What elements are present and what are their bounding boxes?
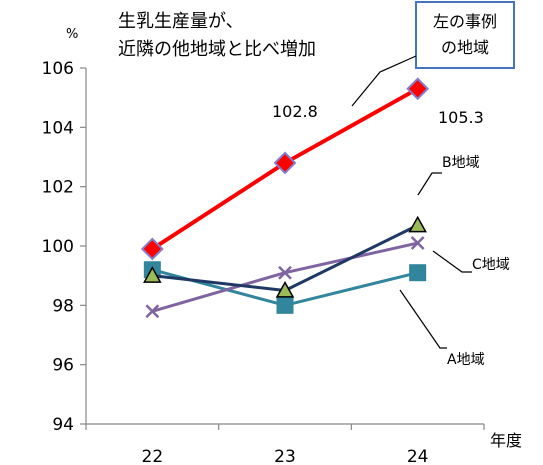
series-label-a: A地域 [447,352,485,368]
x-marker [410,236,425,250]
x-tick-label: 23 [274,447,296,465]
y-tick-label: 102 [42,178,74,198]
x-tick-label: 24 [407,447,429,465]
y-tick-label: 106 [42,59,74,79]
callout-box [415,1,515,69]
data-label-102-8: 102.8 [272,102,318,121]
triangle-marker [408,215,427,233]
callout-line-2: の地域 [441,38,489,57]
series-layer [140,77,430,319]
y-ticks-group: 94 96 98 100 102 104 106 [42,59,86,435]
callout-leader-line [351,55,417,107]
diamond-marker [140,237,164,261]
y-tick-label: 94 [52,415,74,435]
b-label-leader [417,172,442,196]
y-tick-label: 100 [42,237,74,257]
series-label-b: B地域 [442,155,480,171]
y-tick-label: 96 [52,356,74,376]
y-tick-label: 98 [52,296,74,316]
series-3 [145,236,425,319]
series-label-c: C地域 [472,257,510,273]
chart-title-line-1: 生乳生産量が、 [118,11,244,32]
series-line [152,223,419,292]
x-unit-label: 年度 [490,431,522,450]
series-2 [143,215,427,298]
y-unit-label: % [66,27,78,42]
x-marker [278,265,292,280]
y-tick-label: 104 [42,118,74,138]
triangle-marker [275,280,295,298]
data-label-105-3: 105.3 [438,108,484,127]
x-tick-label: 22 [142,447,164,465]
x-ticks-group: 22 23 24 [85,424,485,465]
square-marker [276,296,294,314]
square-marker [409,264,427,282]
diamond-marker [273,151,297,175]
x-marker [145,304,160,319]
a-label-leader [399,289,447,349]
series-1 [140,77,430,261]
c-label-leader [432,250,472,273]
triangle-marker [143,266,162,283]
chart-title-line-2: 近隣の他地域と比べ増加 [118,39,316,60]
diamond-marker [406,77,430,101]
callout-line-1: 左の事例 [433,12,497,31]
